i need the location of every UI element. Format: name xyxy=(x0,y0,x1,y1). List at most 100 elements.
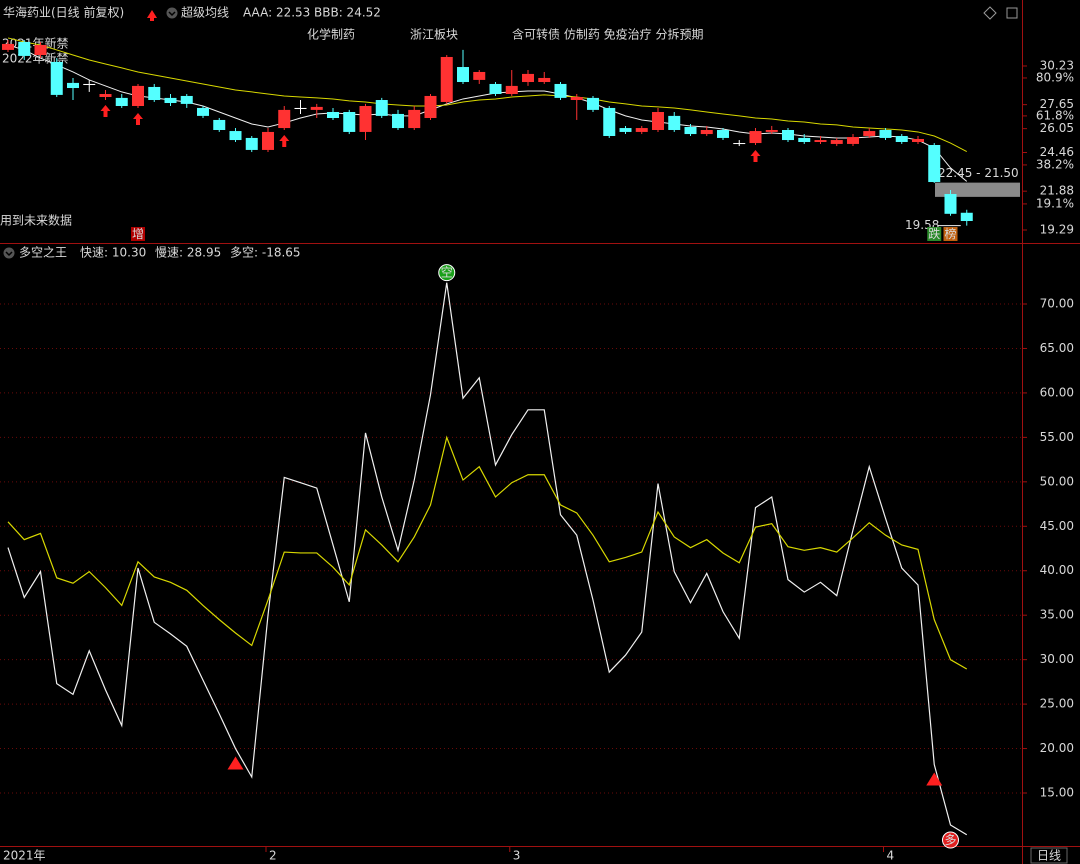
fib-label: 61.8% xyxy=(1036,108,1074,122)
candle-body xyxy=(327,112,339,119)
y-tick-label: 65.00 xyxy=(1040,341,1074,355)
candle-body xyxy=(83,83,96,86)
candle-body xyxy=(489,83,502,95)
menu-icon[interactable] xyxy=(166,7,178,19)
legend-entry: 快速: 10.30 xyxy=(80,246,146,260)
candle-body xyxy=(522,73,534,83)
y-tick-label: 26.05 xyxy=(1040,121,1074,135)
badge xyxy=(943,227,958,241)
candle-body xyxy=(928,144,941,183)
candle-body xyxy=(912,138,924,142)
warning: 用到未来数据 xyxy=(0,213,72,228)
candle-body xyxy=(717,129,729,138)
signal-badge xyxy=(438,264,456,282)
up-icon xyxy=(147,10,157,21)
candle-body xyxy=(213,119,226,130)
candle-body xyxy=(749,131,762,144)
candle-body xyxy=(262,131,274,150)
buy-arrow xyxy=(750,149,761,162)
period-box[interactable] xyxy=(1030,847,1068,864)
signal-triangle xyxy=(227,756,244,770)
candle-body xyxy=(798,137,811,142)
candle-body xyxy=(457,67,469,83)
x-tick-label: 4 xyxy=(887,849,895,863)
candle-body xyxy=(115,97,128,107)
badge-label: 跌 xyxy=(928,226,940,241)
y-tick-label: 60.00 xyxy=(1040,385,1074,399)
fib-label: 80.9% xyxy=(1036,70,1074,84)
x-tick-label: 3 xyxy=(513,849,521,863)
window-button[interactable] xyxy=(1006,7,1018,19)
line-series xyxy=(7,435,968,670)
gap-box xyxy=(935,182,1020,197)
readout: 多空: -18.65 xyxy=(230,246,301,260)
y-tick-label: 20.00 xyxy=(1040,741,1074,755)
candle-body xyxy=(619,128,632,132)
chart-title: 多空之王 xyxy=(19,246,67,260)
candle-body xyxy=(895,135,908,142)
y-tick-label: 19.29 xyxy=(1040,223,1074,237)
candle-body xyxy=(587,97,599,110)
candle-body xyxy=(408,109,421,129)
candle-body xyxy=(635,128,648,132)
y-tick-label: 50.00 xyxy=(1040,474,1074,488)
period-label: 日线 xyxy=(1037,849,1061,863)
legend-entry: 慢速: 28.95 xyxy=(155,246,221,260)
candle-body xyxy=(99,94,112,98)
candle-body xyxy=(67,82,79,89)
moving-average xyxy=(7,37,967,153)
candle-body xyxy=(879,129,892,138)
candle-body xyxy=(668,115,681,130)
candle-body xyxy=(440,56,453,102)
y-tick-label: 15.00 xyxy=(1040,786,1074,800)
diamond-button[interactable] xyxy=(983,6,997,20)
candle-body xyxy=(733,143,746,145)
buy-arrow xyxy=(279,134,290,147)
y-tick-label: 30.00 xyxy=(1040,652,1074,666)
y-tick-label: 35.00 xyxy=(1040,608,1074,622)
signal-triangle xyxy=(926,772,943,786)
menu-icon-arrow xyxy=(5,251,13,257)
candle-body xyxy=(538,77,551,83)
y-tick-label: 27.65 xyxy=(1040,97,1074,111)
y-tick-label: 25.00 xyxy=(1040,697,1074,711)
indicator-name: 超级均线 xyxy=(181,5,229,20)
menu-icon[interactable] xyxy=(3,247,15,259)
candle-body xyxy=(197,107,209,116)
candle-body xyxy=(294,107,307,110)
buy-arrow xyxy=(100,105,111,118)
sector-tag: 含可转债 仿制药 免疫治疗 分拆预期 xyxy=(512,27,703,42)
candle-body xyxy=(863,131,876,136)
y-tick-label: 30.23 xyxy=(1040,58,1074,72)
y-tick-label: 55.00 xyxy=(1040,430,1074,444)
x-tick-label: 2021年 xyxy=(3,849,46,863)
badge xyxy=(927,227,942,241)
candle-body xyxy=(765,129,778,132)
candle-body xyxy=(132,85,144,107)
line-series xyxy=(7,282,968,836)
candle-body xyxy=(164,97,177,104)
fib-label: 38.2% xyxy=(1036,157,1074,171)
sector-tag: 浙江板块 xyxy=(410,28,458,42)
candle-body xyxy=(245,137,258,150)
candle-body xyxy=(782,129,794,141)
signal-badge xyxy=(942,831,959,849)
candle-body xyxy=(700,129,713,135)
candle-body xyxy=(310,106,323,110)
candle-body xyxy=(229,131,242,141)
badge-label: 增 xyxy=(132,227,144,241)
buy-arrow xyxy=(133,112,143,125)
candle-body xyxy=(603,107,616,136)
y-tick-label: 70.00 xyxy=(1040,297,1074,311)
candle-body xyxy=(473,71,486,80)
legend-entry: AAA: 22.53 xyxy=(243,6,310,20)
candle-body xyxy=(343,112,356,132)
candle-body xyxy=(684,126,697,135)
candle-body xyxy=(554,83,567,98)
candle-body xyxy=(375,100,388,116)
y-tick-label: 40.00 xyxy=(1040,563,1074,577)
fib-label: 19.1% xyxy=(1036,196,1074,210)
candle-body xyxy=(392,113,404,129)
